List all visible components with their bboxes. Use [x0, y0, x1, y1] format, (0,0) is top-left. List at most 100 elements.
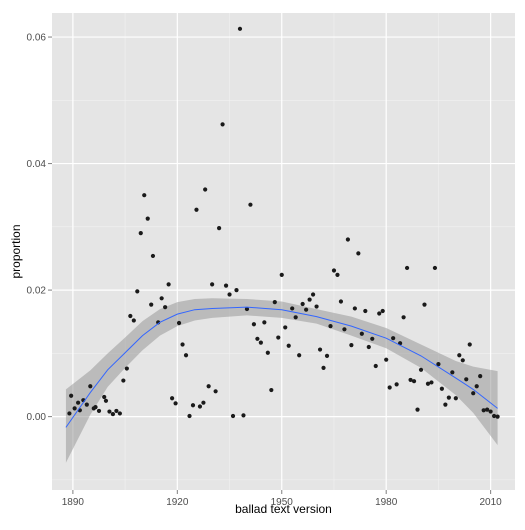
data-point: [135, 289, 140, 294]
data-point: [166, 282, 171, 287]
data-point: [176, 320, 182, 326]
data-point: [387, 385, 392, 390]
data-point: [401, 315, 406, 320]
smooth-line: [65, 306, 498, 428]
data-point: [210, 282, 215, 287]
data-point: [237, 26, 243, 31]
x-tick-label: 1980: [375, 497, 398, 508]
data-point: [314, 304, 319, 309]
data-point: [276, 335, 281, 340]
data-point: [131, 318, 136, 323]
data-point: [234, 287, 239, 293]
data-points: [67, 26, 500, 419]
x-axis-title: ballad text version: [235, 502, 332, 516]
data-point: [265, 350, 270, 355]
data-point: [352, 306, 357, 311]
data-point: [197, 404, 203, 409]
data-point: [300, 301, 305, 307]
data-point: [96, 408, 102, 414]
data-point: [223, 283, 229, 288]
data-point: [110, 411, 116, 417]
data-point: [194, 207, 199, 212]
x-axis-ticks: 1890 1920 1950 1980 2010: [62, 490, 502, 508]
data-point: [495, 414, 500, 419]
data-point: [478, 374, 483, 379]
data-point: [230, 413, 236, 419]
data-point: [114, 408, 119, 414]
data-point: [173, 401, 178, 406]
data-point: [338, 299, 344, 304]
data-point: [359, 331, 364, 336]
data-point: [366, 344, 371, 350]
x-tick-label: 1950: [271, 497, 294, 508]
data-point: [335, 272, 340, 278]
x-tick-label: 1920: [166, 497, 189, 508]
data-point: [255, 336, 260, 341]
data-point: [328, 324, 333, 329]
data-point: [183, 353, 189, 358]
y-tick-label: 0.02: [27, 286, 47, 297]
smooth-trend-line: [65, 306, 498, 428]
data-point: [446, 395, 451, 400]
data-point: [190, 403, 196, 408]
data-point: [331, 268, 337, 273]
data-point: [384, 357, 389, 362]
data-point: [69, 393, 74, 398]
data-point: [307, 297, 312, 302]
data-point: [213, 389, 218, 394]
data-point: [272, 300, 277, 305]
data-point: [220, 122, 225, 127]
data-point: [310, 292, 316, 297]
data-point: [408, 377, 413, 383]
data-point: [464, 377, 469, 382]
data-point: [142, 193, 147, 198]
data-point: [251, 322, 257, 327]
data-point: [453, 396, 458, 401]
data-point: [180, 342, 185, 347]
data-point: [217, 225, 222, 231]
data-point: [321, 365, 326, 370]
data-point: [436, 362, 441, 367]
data-point: [443, 402, 448, 407]
data-point: [170, 396, 175, 401]
data-point: [485, 407, 490, 412]
data-point: [377, 311, 382, 316]
data-point: [394, 382, 399, 387]
data-point: [283, 325, 288, 330]
data-point: [345, 237, 350, 242]
data-point: [269, 387, 274, 393]
data-point: [248, 202, 253, 207]
data-point: [457, 353, 462, 358]
data-point: [411, 379, 417, 384]
data-point: [404, 265, 410, 271]
data-point: [138, 231, 143, 236]
data-point: [474, 384, 479, 389]
y-axis-ticks: 0.00 0.02 0.04 0.06: [27, 33, 52, 423]
data-point: [460, 358, 465, 363]
data-point: [425, 381, 431, 386]
data-point: [429, 380, 434, 385]
data-point: [128, 313, 133, 319]
data-point: [290, 306, 295, 311]
data-point: [150, 253, 156, 259]
data-point: [422, 302, 427, 307]
data-point: [439, 386, 444, 391]
data-point: [471, 391, 476, 396]
data-point: [102, 394, 107, 400]
data-point: [124, 366, 129, 371]
data-point: [187, 413, 192, 419]
data-point: [244, 306, 250, 312]
data-point: [293, 315, 298, 320]
y-axis-title: proportion: [9, 224, 23, 278]
data-point: [227, 292, 232, 297]
data-point: [117, 411, 122, 416]
data-point: [324, 353, 330, 358]
data-point: [121, 378, 126, 383]
data-point: [84, 402, 89, 407]
data-point: [262, 320, 267, 325]
data-point: [76, 400, 81, 405]
data-point: [467, 342, 472, 347]
data-point: [492, 413, 497, 419]
